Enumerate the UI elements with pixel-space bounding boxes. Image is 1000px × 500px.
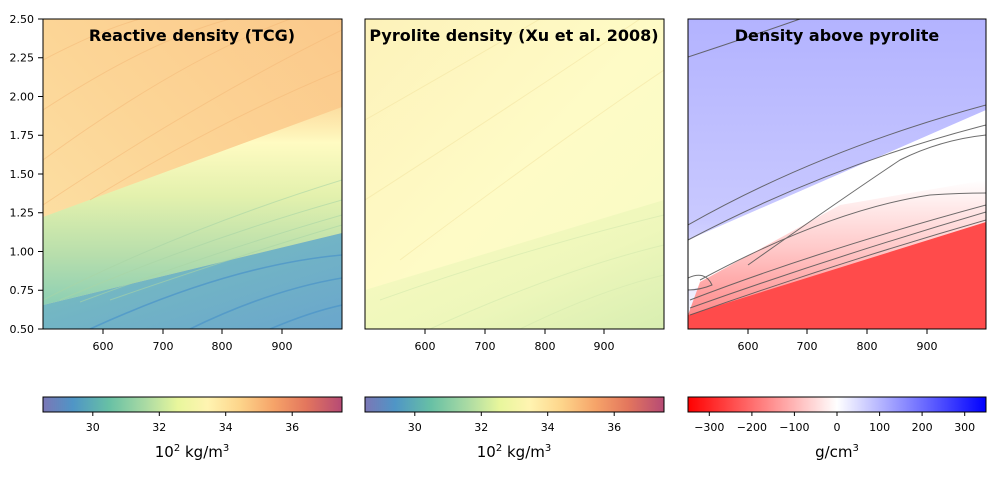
x-tick-label: 800 bbox=[857, 340, 878, 353]
colorbar-label: g/cm3 bbox=[815, 443, 859, 461]
panel-density-above-pyrolite: Density above pyrolite 600 700 800 900 bbox=[687, 18, 987, 461]
colorbar-tick-label: −200 bbox=[737, 421, 767, 434]
colorbar: 30 32 34 36 102 kg/m3 bbox=[364, 396, 665, 461]
x-tick-label: 800 bbox=[535, 340, 556, 353]
colorbar-tick-label: −300 bbox=[694, 421, 724, 434]
x-axis: 600 700 800 900 bbox=[93, 329, 293, 353]
x-tick-label: 800 bbox=[212, 340, 233, 353]
reactive-density-field bbox=[43, 19, 342, 329]
y-axis: 0.50 0.75 1.00 1.25 1.50 1.75 2.00 2.25 … bbox=[10, 13, 43, 336]
plot-frame bbox=[687, 18, 987, 330]
colorbar-gradient bbox=[687, 396, 987, 413]
colorbar-label: 102 kg/m3 bbox=[155, 443, 230, 461]
y-tick-label: 0.75 bbox=[10, 284, 35, 297]
colorbar-tick-label: 30 bbox=[408, 421, 422, 434]
colorbar-tick-label: 32 bbox=[474, 421, 488, 434]
x-tick-label: 900 bbox=[272, 340, 293, 353]
x-tick-label: 900 bbox=[917, 340, 938, 353]
colorbar-tick-label: 200 bbox=[912, 421, 933, 434]
panel-title: Pyrolite density (Xu et al. 2008) bbox=[369, 26, 658, 45]
y-tick-label: 2.25 bbox=[10, 52, 35, 65]
y-tick-label: 1.75 bbox=[10, 129, 35, 142]
x-tick-label: 600 bbox=[738, 340, 759, 353]
x-tick-label: 900 bbox=[594, 340, 615, 353]
y-tick-label: 1.50 bbox=[10, 168, 35, 181]
colorbar-tick-label: 300 bbox=[954, 421, 975, 434]
colorbar-tick-label: 36 bbox=[607, 421, 621, 434]
colorbar: −300 −200 −100 0 100 200 300 g/cm3 bbox=[687, 396, 987, 461]
plot-frame bbox=[364, 18, 665, 330]
y-tick-label: 0.50 bbox=[10, 323, 35, 336]
colorbar-tick-label: 34 bbox=[541, 421, 555, 434]
colorbar-tick-label: 30 bbox=[86, 421, 100, 434]
colorbar-gradient bbox=[364, 396, 665, 413]
x-tick-label: 600 bbox=[415, 340, 436, 353]
density-difference-field bbox=[688, 19, 986, 329]
y-tick-label: 2.50 bbox=[10, 13, 35, 26]
colorbar-tick-label: 36 bbox=[285, 421, 299, 434]
panel-title: Density above pyrolite bbox=[735, 26, 940, 45]
x-tick-label: 700 bbox=[797, 340, 818, 353]
y-tick-label: 2.00 bbox=[10, 91, 35, 104]
colorbar-gradient bbox=[42, 396, 343, 413]
colorbar-tick-label: 0 bbox=[834, 421, 841, 434]
x-axis: 600 700 800 900 bbox=[738, 329, 938, 353]
y-tick-label: 1.00 bbox=[10, 246, 35, 259]
colorbar-label: 102 kg/m3 bbox=[477, 443, 552, 461]
y-tick-label: 1.25 bbox=[10, 207, 35, 220]
colorbar-tick-label: −100 bbox=[779, 421, 809, 434]
x-tick-label: 600 bbox=[93, 340, 114, 353]
colorbar-tick-label: 34 bbox=[219, 421, 233, 434]
colorbar: 30 32 34 36 102 kg/m3 bbox=[42, 396, 343, 461]
panel-reactive-density: Reactive density (TCG) 0.50 0.75 1.00 1.… bbox=[10, 13, 343, 461]
x-tick-label: 700 bbox=[153, 340, 174, 353]
x-axis: 600 700 800 900 bbox=[415, 329, 615, 353]
panel-pyrolite-density: Pyrolite density (Xu et al. 2008) 600 70… bbox=[364, 18, 665, 461]
colorbar-tick-label: 32 bbox=[152, 421, 166, 434]
colorbar-tick-label: 100 bbox=[869, 421, 890, 434]
pyrolite-density-field bbox=[365, 19, 664, 329]
x-tick-label: 700 bbox=[475, 340, 496, 353]
panel-title: Reactive density (TCG) bbox=[89, 26, 295, 45]
